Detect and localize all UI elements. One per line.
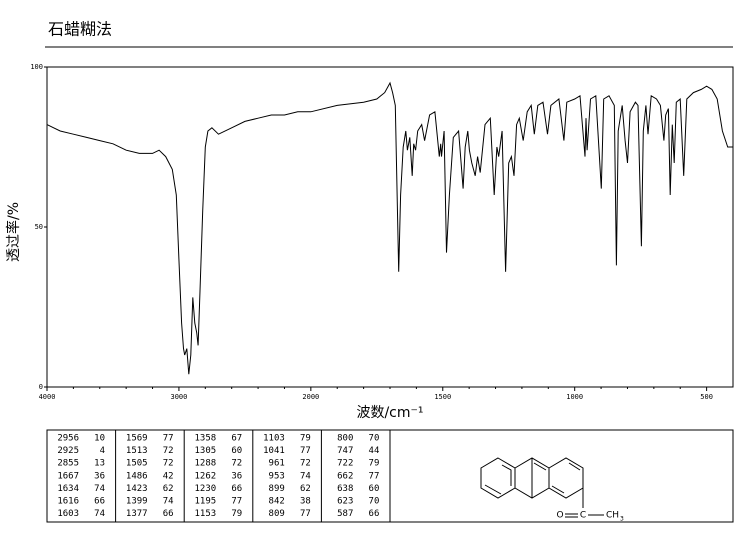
peak-wavenumber: 953 bbox=[269, 471, 285, 481]
peak-wavenumber: 1603 bbox=[57, 509, 79, 519]
peak-wavenumber: 1486 bbox=[126, 471, 148, 481]
peak-wavenumber: 2925 bbox=[57, 446, 79, 456]
peak-transmittance: 79 bbox=[231, 509, 242, 519]
peak-wavenumber: 1634 bbox=[57, 484, 79, 494]
peak-transmittance: 72 bbox=[231, 459, 242, 469]
peak-transmittance: 77 bbox=[300, 509, 311, 519]
y-axis-label: 透过率/% bbox=[5, 202, 22, 262]
peak-wavenumber: 1041 bbox=[263, 446, 285, 456]
peak-wavenumber: 1505 bbox=[126, 459, 148, 469]
peak-wavenumber: 1667 bbox=[57, 471, 79, 481]
peak-transmittance: 79 bbox=[369, 459, 380, 469]
peak-wavenumber: 1262 bbox=[195, 471, 217, 481]
peak-transmittance: 60 bbox=[369, 484, 380, 494]
peak-transmittance: 66 bbox=[369, 509, 380, 519]
peak-wavenumber: 961 bbox=[269, 459, 285, 469]
peak-transmittance: 74 bbox=[163, 497, 174, 507]
peak-transmittance: 66 bbox=[231, 484, 242, 494]
x-tick-label: 500 bbox=[700, 393, 713, 401]
peak-wavenumber: 2956 bbox=[57, 434, 79, 444]
peak-wavenumber: 1358 bbox=[195, 434, 217, 444]
chart-title: 石蜡糊法 bbox=[48, 20, 112, 39]
spectrum-line bbox=[46, 81, 733, 375]
peak-wavenumber: 1616 bbox=[57, 497, 79, 507]
peak-transmittance: 66 bbox=[163, 509, 174, 519]
peak-transmittance: 36 bbox=[231, 471, 242, 481]
peak-transmittance: 79 bbox=[300, 434, 311, 444]
peak-transmittance: 38 bbox=[300, 497, 311, 507]
peak-transmittance: 72 bbox=[300, 459, 311, 469]
peak-transmittance: 42 bbox=[163, 471, 174, 481]
peak-wavenumber: 1288 bbox=[195, 459, 217, 469]
peak-wavenumber: 809 bbox=[269, 509, 285, 519]
x-tick-label: 2000 bbox=[302, 393, 319, 401]
peak-wavenumber: 2855 bbox=[57, 459, 79, 469]
x-axis-label: 波数/cm⁻¹ bbox=[356, 405, 423, 421]
peak-transmittance: 4 bbox=[100, 446, 105, 456]
structure bbox=[480, 457, 604, 518]
peak-wavenumber: 1195 bbox=[195, 497, 217, 507]
peak-transmittance: 74 bbox=[94, 484, 105, 494]
y-tick-label: 50 bbox=[35, 223, 43, 231]
y-tick-label: 100 bbox=[30, 63, 43, 71]
peak-wavenumber: 842 bbox=[269, 497, 285, 507]
peak-transmittance: 36 bbox=[94, 471, 105, 481]
peak-wavenumber: 1399 bbox=[126, 497, 148, 507]
peak-transmittance: 74 bbox=[300, 471, 311, 481]
peak-transmittance: 74 bbox=[94, 509, 105, 519]
peak-wavenumber: 800 bbox=[337, 434, 353, 444]
peak-wavenumber: 1153 bbox=[195, 509, 217, 519]
x-tick-label: 1500 bbox=[434, 393, 451, 401]
peak-transmittance: 62 bbox=[163, 484, 174, 494]
peak-wavenumber: 662 bbox=[337, 471, 353, 481]
peak-transmittance: 70 bbox=[369, 434, 380, 444]
peak-wavenumber: 623 bbox=[337, 497, 353, 507]
peak-transmittance: 67 bbox=[231, 434, 242, 444]
peak-transmittance: 77 bbox=[369, 471, 380, 481]
peak-transmittance: 77 bbox=[300, 446, 311, 456]
x-tick-label: 1000 bbox=[566, 393, 583, 401]
peak-transmittance: 66 bbox=[94, 497, 105, 507]
peak-transmittance: 44 bbox=[369, 446, 380, 456]
peak-transmittance: 77 bbox=[231, 497, 242, 507]
atom-label: O bbox=[556, 511, 563, 521]
peak-wavenumber: 1305 bbox=[195, 446, 217, 456]
peak-wavenumber: 1377 bbox=[126, 509, 148, 519]
peak-transmittance: 70 bbox=[369, 497, 380, 507]
peak-transmittance: 72 bbox=[163, 446, 174, 456]
atom-label: CH bbox=[606, 511, 619, 521]
peak-wavenumber: 638 bbox=[337, 484, 353, 494]
peak-transmittance: 60 bbox=[231, 446, 242, 456]
peak-wavenumber: 1423 bbox=[126, 484, 148, 494]
peak-transmittance: 77 bbox=[163, 434, 174, 444]
peak-wavenumber: 899 bbox=[269, 484, 285, 494]
peak-wavenumber: 1513 bbox=[126, 446, 148, 456]
peak-wavenumber: 587 bbox=[337, 509, 353, 519]
peak-wavenumber: 747 bbox=[337, 446, 353, 456]
peak-transmittance: 10 bbox=[94, 434, 105, 444]
y-tick-label: 0 bbox=[39, 383, 43, 391]
peak-wavenumber: 1103 bbox=[263, 434, 285, 444]
peak-transmittance: 62 bbox=[300, 484, 311, 494]
peak-transmittance: 13 bbox=[94, 459, 105, 469]
peak-wavenumber: 1230 bbox=[195, 484, 217, 494]
peak-wavenumber: 1569 bbox=[126, 434, 148, 444]
peak-transmittance: 72 bbox=[163, 459, 174, 469]
peak-wavenumber: 722 bbox=[337, 459, 353, 469]
atom-label: 3 bbox=[620, 516, 624, 523]
atom-label: C bbox=[580, 511, 586, 521]
x-tick-label: 3000 bbox=[170, 393, 187, 401]
x-tick-label: 4000 bbox=[39, 393, 56, 401]
